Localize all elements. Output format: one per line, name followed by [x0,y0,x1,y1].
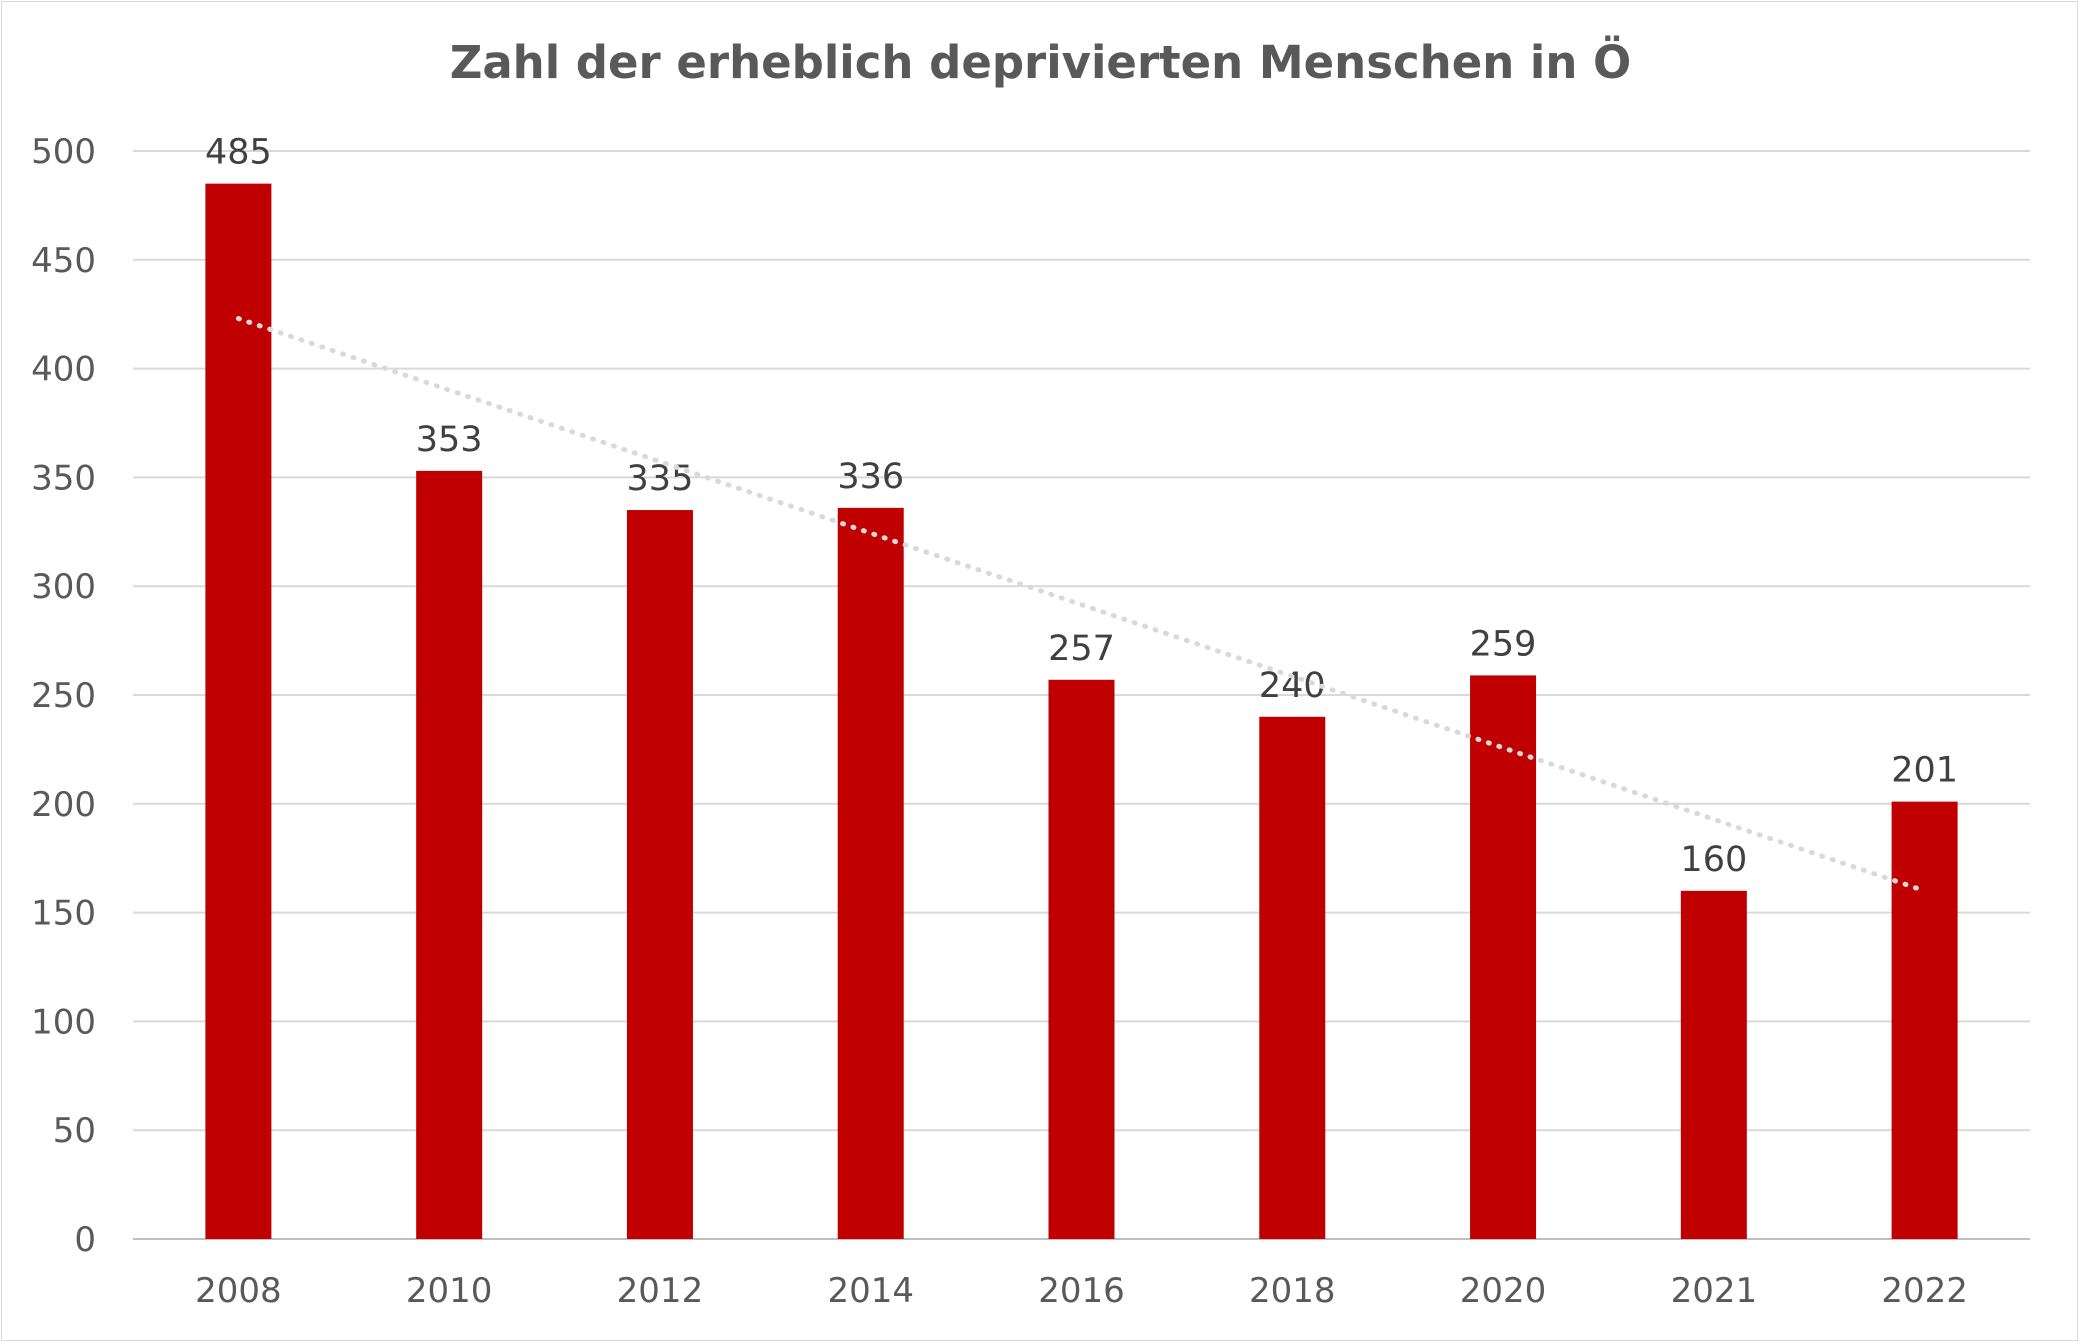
y-tick-label: 50 [53,1111,96,1151]
bar [1470,675,1537,1239]
y-tick-label: 450 [31,241,96,281]
bar [1891,801,1958,1239]
bar [1259,716,1326,1239]
x-tick-label: 2022 [1881,1271,1968,1311]
chart-title: Zahl der erheblich deprivierten Menschen… [449,36,1632,89]
data-label: 240 [1259,666,1326,706]
bar [626,510,693,1239]
x-tick-label: 2008 [195,1271,282,1311]
data-label: 335 [627,459,694,499]
bar [837,507,904,1239]
x-tick-label: 2021 [1671,1271,1758,1311]
data-label: 201 [1891,751,1958,791]
y-tick-label: 400 [31,350,96,390]
x-tick-label: 2014 [827,1271,914,1311]
data-label: 485 [205,133,272,173]
trendline [235,316,1928,894]
data-label: 259 [1470,624,1537,664]
data-label: 160 [1680,840,1747,880]
y-tick-label: 350 [31,458,96,498]
data-label: 257 [1048,629,1115,669]
y-tick-label: 300 [31,567,96,607]
bar [416,470,483,1239]
bar [1680,890,1747,1239]
x-tick-label: 2020 [1460,1271,1547,1311]
bar [205,183,272,1239]
bar [1048,679,1115,1239]
x-tick-label: 2018 [1249,1271,1336,1311]
x-tick-label: 2016 [1038,1271,1125,1311]
data-label: 336 [837,457,904,497]
y-tick-label: 100 [31,1002,96,1042]
x-tick-label: 2010 [406,1271,493,1311]
y-tick-label: 500 [31,132,96,172]
y-tick-label: 0 [74,1220,96,1260]
y-tick-label: 150 [31,894,96,934]
x-tick-label: 2012 [617,1271,704,1311]
y-tick-label: 250 [31,676,96,716]
y-tick-label: 200 [31,785,96,825]
data-label: 353 [416,420,483,460]
